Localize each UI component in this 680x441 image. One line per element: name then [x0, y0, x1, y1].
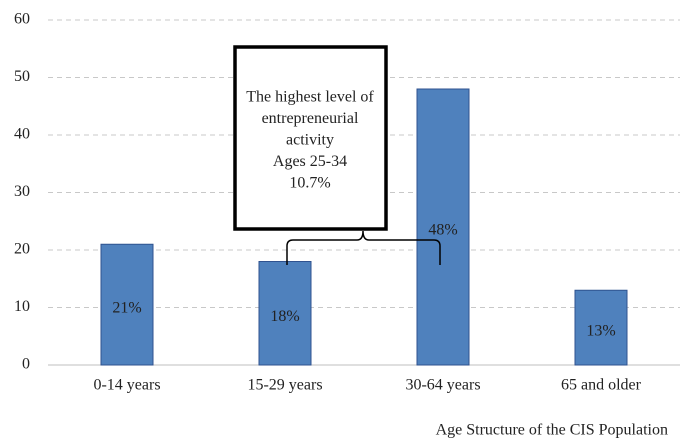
y-tick-label: 60: [14, 11, 30, 28]
x-tick-label: 0-14 years: [93, 377, 160, 394]
y-tick-label: 50: [14, 68, 30, 85]
x-tick-label: 30-64 years: [405, 377, 480, 394]
annotation-text: 10.7%: [289, 175, 330, 192]
y-tick-label: 20: [14, 241, 30, 258]
y-tick-label: 30: [14, 183, 30, 200]
x-axis-title: Age Structure of the CIS Population: [436, 422, 668, 439]
bar: [574, 289, 628, 366]
annotation-box: [233, 45, 388, 231]
annotation-text: Ages 25-34: [273, 153, 347, 170]
y-tick-label: 0: [22, 356, 30, 373]
x-tick-label: 65 and older: [561, 377, 642, 394]
value-label: 48%: [428, 222, 457, 239]
bar: [258, 261, 312, 366]
value-label: 13%: [586, 322, 615, 339]
y-tick-label: 10: [14, 298, 30, 315]
value-label: 18%: [270, 308, 299, 325]
y-tick-label: 40: [14, 126, 30, 143]
bar: [416, 88, 470, 366]
x-tick-label: 15-29 years: [247, 377, 322, 394]
annotation-text: entrepreneurial: [262, 110, 359, 127]
brace: [286, 230, 441, 265]
annotation-text: The highest level of: [246, 89, 374, 106]
bar: [100, 243, 154, 366]
value-label: 21%: [112, 299, 141, 316]
annotation-text: activity: [286, 132, 334, 149]
